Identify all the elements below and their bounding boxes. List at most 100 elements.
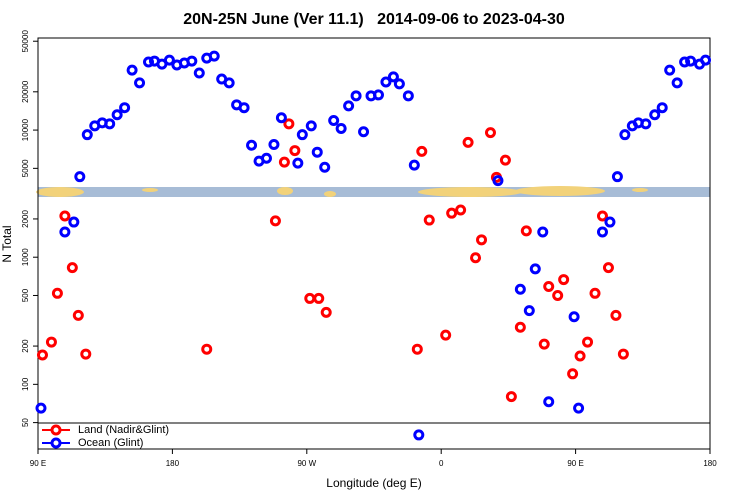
series <box>36 118 629 403</box>
legend-marker <box>50 424 62 436</box>
point <box>304 292 316 304</box>
point <box>514 321 526 333</box>
point <box>499 154 511 166</box>
point <box>59 226 71 238</box>
y-tick-label: 2000 <box>21 209 30 227</box>
point <box>36 349 48 361</box>
y-tick-label: 100 <box>21 377 30 391</box>
point <box>568 311 580 323</box>
point <box>311 146 323 158</box>
map-strip <box>36 186 710 197</box>
point <box>610 309 622 321</box>
point <box>446 207 458 219</box>
point <box>440 329 452 341</box>
point <box>186 55 198 67</box>
point <box>700 54 712 66</box>
point <box>119 102 131 114</box>
legend-label: Land (Nadir&Glint) <box>78 424 169 436</box>
point <box>679 56 691 68</box>
y-tick-label: 5000 <box>21 159 30 177</box>
point <box>201 343 213 355</box>
point <box>278 156 290 168</box>
point <box>671 77 683 89</box>
x-tick-label: 0 <box>439 459 444 468</box>
point <box>134 77 146 89</box>
point <box>411 343 423 355</box>
point <box>380 76 392 88</box>
x-tick-label: 180 <box>166 459 180 468</box>
point <box>296 129 308 141</box>
point <box>126 64 138 76</box>
point <box>514 283 526 295</box>
point <box>335 122 347 134</box>
point <box>223 77 235 89</box>
point <box>143 56 155 68</box>
point <box>80 348 92 360</box>
point <box>529 263 541 275</box>
point <box>68 216 80 228</box>
point <box>611 171 623 183</box>
point <box>596 226 608 238</box>
point <box>104 118 116 130</box>
point <box>66 262 78 274</box>
point <box>193 67 205 79</box>
point <box>283 118 295 130</box>
point <box>573 402 585 414</box>
point <box>476 234 488 246</box>
point <box>617 348 629 360</box>
point <box>596 210 608 222</box>
point <box>292 157 304 169</box>
x-axis-label: Longitude (deg E) <box>326 476 421 490</box>
point <box>462 136 474 148</box>
point <box>238 102 250 114</box>
series <box>35 50 712 441</box>
y-tick-label: 50000 <box>21 30 30 53</box>
point <box>413 429 425 441</box>
y-tick-label: 200 <box>21 339 30 353</box>
point <box>685 55 697 67</box>
point <box>492 175 504 187</box>
point <box>656 102 668 114</box>
point <box>45 336 57 348</box>
chart-title: 20N-25N June (Ver 11.1) 2014-09-06 to 20… <box>183 11 565 28</box>
point <box>470 252 482 264</box>
point <box>163 54 175 66</box>
point <box>305 120 317 132</box>
point <box>543 396 555 408</box>
point <box>602 262 614 274</box>
point <box>358 126 370 138</box>
point <box>320 306 332 318</box>
y-tick-label: 20000 <box>21 80 30 103</box>
point <box>343 100 355 112</box>
point <box>111 109 123 121</box>
point <box>640 118 652 130</box>
point <box>51 287 63 299</box>
y-tick-label: 50 <box>21 418 30 427</box>
y-tick-label: 500 <box>21 288 30 302</box>
point <box>268 139 280 151</box>
point <box>387 71 399 83</box>
point <box>538 338 550 350</box>
point <box>558 274 570 286</box>
legend-label: Ocean (Glint) <box>78 437 143 449</box>
point <box>408 159 420 171</box>
point <box>246 139 258 151</box>
point <box>520 225 532 237</box>
legend-marker <box>50 437 62 449</box>
y-tick-label: 10000 <box>21 118 30 141</box>
point <box>543 281 555 293</box>
point <box>552 289 564 301</box>
point <box>393 78 405 90</box>
point <box>604 216 616 228</box>
point <box>313 292 325 304</box>
point <box>664 64 676 76</box>
x-tick-label: 90 E <box>30 459 46 468</box>
point <box>72 309 84 321</box>
point <box>402 90 414 102</box>
x-tick-label: 90 E <box>567 459 583 468</box>
point <box>275 112 287 124</box>
point <box>455 204 467 216</box>
x-tick-label: 180 <box>703 459 717 468</box>
point <box>208 50 220 62</box>
